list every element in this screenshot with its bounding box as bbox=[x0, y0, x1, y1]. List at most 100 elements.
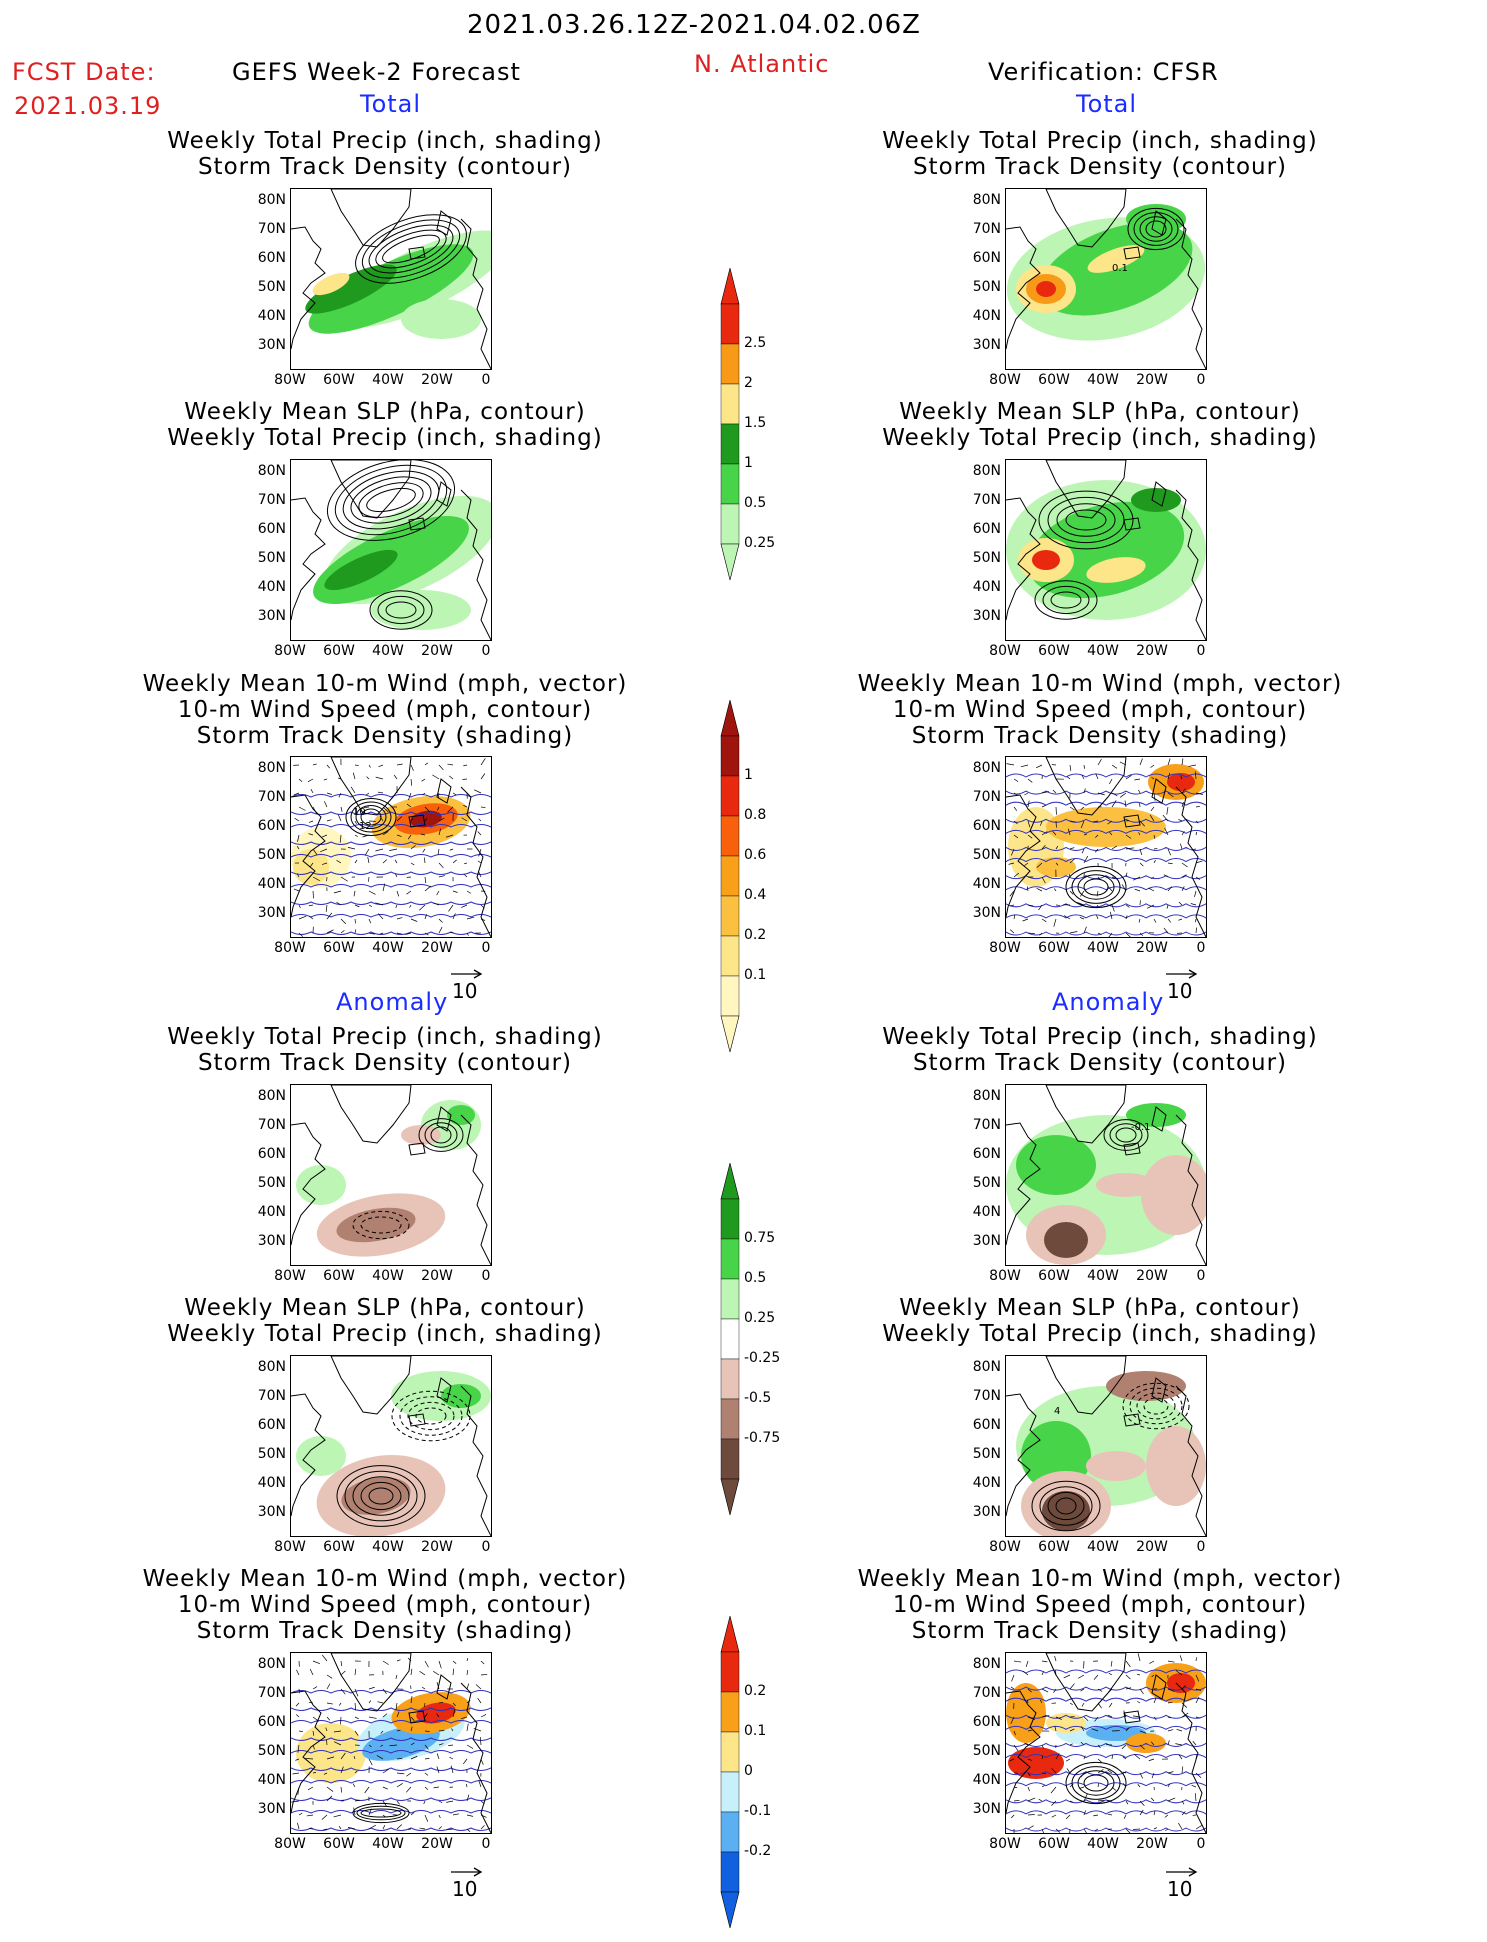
wind-vector bbox=[422, 1687, 425, 1689]
lon-tick-label: 80W bbox=[270, 1836, 310, 1852]
wind-vector bbox=[1094, 1675, 1098, 1680]
wind-vector bbox=[394, 775, 397, 779]
contour-line bbox=[1006, 802, 1206, 805]
colorbar-label: 0.25 bbox=[744, 535, 775, 551]
shading-blob bbox=[1096, 1173, 1156, 1197]
lat-tick-label: 80N bbox=[961, 192, 1001, 208]
lon-tick-label: 40W bbox=[368, 1836, 408, 1852]
wind-vector bbox=[450, 849, 453, 850]
wind-vector bbox=[1010, 905, 1014, 906]
wind-vector bbox=[439, 876, 445, 877]
lat-tick-label: 50N bbox=[961, 550, 1001, 566]
wind-vector bbox=[480, 1737, 481, 1745]
lon-tick-label: 80W bbox=[985, 1539, 1025, 1555]
wind-vector bbox=[368, 877, 369, 882]
wind-vector bbox=[481, 1661, 484, 1664]
wind-vector bbox=[1196, 806, 1200, 807]
map-cfsr-anom-slp-precip: 4 bbox=[1005, 1355, 1207, 1537]
wind-vector bbox=[355, 1689, 358, 1696]
wind-vector bbox=[481, 1674, 487, 1675]
shading-blob bbox=[296, 1436, 346, 1476]
wind-vector bbox=[327, 1703, 333, 1704]
lat-tick-label: 40N bbox=[961, 579, 1001, 595]
wind-vector bbox=[1134, 779, 1140, 780]
wind-vector bbox=[1154, 1828, 1157, 1829]
wind-vector bbox=[1098, 1759, 1102, 1762]
colorbar-swatch bbox=[721, 384, 739, 424]
lat-tick-label: 50N bbox=[246, 550, 286, 566]
lat-tick-label: 60N bbox=[246, 1417, 286, 1433]
wind-vector bbox=[307, 1815, 313, 1816]
colorbar-swatch bbox=[721, 856, 739, 896]
shading-blob bbox=[1046, 1713, 1086, 1733]
wind-vector bbox=[1082, 1703, 1084, 1706]
colorbar-swatch bbox=[721, 304, 739, 344]
wind-vector bbox=[1027, 886, 1028, 891]
wind-vector bbox=[1042, 805, 1046, 807]
wind-vector bbox=[447, 764, 453, 765]
colorbar-label: -0.2 bbox=[744, 1843, 771, 1859]
lon-tick-label: 0 bbox=[466, 1836, 506, 1852]
wind-vector bbox=[355, 1669, 356, 1675]
lon-tick-label: 80W bbox=[270, 372, 310, 388]
colorbar-swatch bbox=[721, 1652, 739, 1692]
wind-vector bbox=[355, 765, 359, 766]
lat-tick-label: 80N bbox=[961, 1359, 1001, 1375]
shading-blob bbox=[1036, 281, 1056, 297]
wind-vector bbox=[467, 1684, 469, 1689]
shading-blob bbox=[1046, 807, 1166, 847]
wind-vector bbox=[299, 905, 300, 908]
wind-vector bbox=[334, 1815, 341, 1817]
lon-tick-label: 80W bbox=[270, 1539, 310, 1555]
wind-vector bbox=[313, 764, 317, 765]
wind-vector bbox=[1168, 759, 1170, 765]
wind-vector bbox=[324, 801, 327, 807]
wind-vector bbox=[425, 1758, 429, 1759]
lat-tick-label: 40N bbox=[961, 1204, 1001, 1220]
colorbar-swatch bbox=[721, 1692, 739, 1732]
colorbar-label: -0.75 bbox=[744, 1430, 780, 1446]
lon-tick-label: 20W bbox=[417, 1836, 457, 1852]
wind-vector bbox=[367, 777, 369, 779]
wind-vector bbox=[378, 765, 383, 767]
wind-vector bbox=[437, 1753, 439, 1759]
colorbar-swatch bbox=[721, 1852, 739, 1892]
wind-vector bbox=[377, 1702, 383, 1703]
wind-vector bbox=[439, 919, 443, 922]
wind-vector bbox=[369, 905, 372, 907]
panel-title-gefs-anom-wind: Weekly Mean 10-m Wind (mph, vector)10-m … bbox=[105, 1566, 665, 1644]
wind-vector bbox=[434, 1787, 439, 1788]
colorbar-arrow-top bbox=[721, 268, 739, 304]
wind-vector bbox=[355, 860, 357, 863]
lon-tick-label: 80W bbox=[985, 643, 1025, 659]
wind-vector bbox=[1168, 1730, 1173, 1731]
wind-vector bbox=[1124, 1815, 1126, 1819]
wind-vector bbox=[1182, 758, 1183, 765]
wind-vector bbox=[295, 818, 299, 821]
lat-tick-label: 60N bbox=[961, 1714, 1001, 1730]
wind-vector bbox=[1042, 1689, 1048, 1692]
wind-vector bbox=[1006, 764, 1014, 765]
wind-vector bbox=[1151, 807, 1154, 811]
wind-vector bbox=[1179, 902, 1182, 905]
wind-vector bbox=[1165, 1815, 1168, 1817]
lat-tick-label: 40N bbox=[246, 1772, 286, 1788]
lat-tick-label: 30N bbox=[246, 905, 286, 921]
panel-title-cfsr-precip-track: Weekly Total Precip (inch, shading)Storm… bbox=[820, 128, 1380, 180]
lat-tick-label: 60N bbox=[246, 1714, 286, 1730]
wind-vector bbox=[397, 764, 403, 765]
wind-vector bbox=[463, 1759, 467, 1764]
lat-tick-label: 80N bbox=[246, 1656, 286, 1672]
wind-vector bbox=[1168, 1798, 1175, 1801]
wind-vector bbox=[1125, 801, 1126, 807]
wind-vector bbox=[383, 1787, 388, 1789]
verification-label: Verification: CFSR bbox=[988, 58, 1219, 86]
wind-vector bbox=[389, 849, 397, 851]
contour-line bbox=[291, 1781, 491, 1784]
wind-vector bbox=[355, 919, 356, 923]
colorbar-swatch bbox=[721, 1772, 739, 1812]
colorbar-swatch bbox=[721, 936, 739, 976]
wind-vector bbox=[1021, 765, 1028, 767]
colorbar-swatch bbox=[721, 504, 739, 544]
wind-vector bbox=[355, 1717, 359, 1719]
